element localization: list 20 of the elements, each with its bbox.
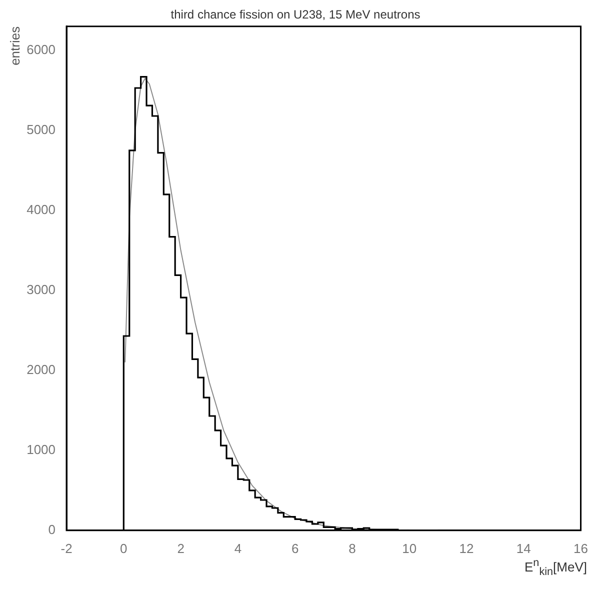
x-tick-label: 6 [291, 540, 299, 556]
y-tick-label: 3000 [26, 282, 56, 297]
y-tick-label: 6000 [26, 42, 56, 57]
y-tick-label: 1000 [26, 442, 56, 457]
y-tick-label: 0 [48, 522, 56, 537]
x-axis-title: E$^{n}$$_{kin}$[MeV] [524, 557, 587, 578]
x-tick-label: 10 [402, 540, 417, 556]
x-tick-label: 14 [516, 540, 531, 556]
y-tick-label: 2000 [26, 362, 56, 377]
y-tick-label: 4000 [26, 202, 56, 217]
y-axis-title: entries [7, 26, 22, 66]
x-tick-label: 2 [177, 540, 184, 556]
x-tick-label: 4 [234, 540, 242, 556]
chart-title: third chance fission on U238, 15 MeV neutrons [170, 8, 420, 22]
x-tick-label: 0 [120, 540, 128, 556]
x-tick-label: 8 [348, 540, 356, 556]
y-tick-label: 5000 [26, 122, 56, 137]
x-tick-label: 16 [574, 540, 588, 556]
x-tick-label: 12 [459, 540, 474, 556]
x-tick-label: -2 [60, 540, 72, 556]
